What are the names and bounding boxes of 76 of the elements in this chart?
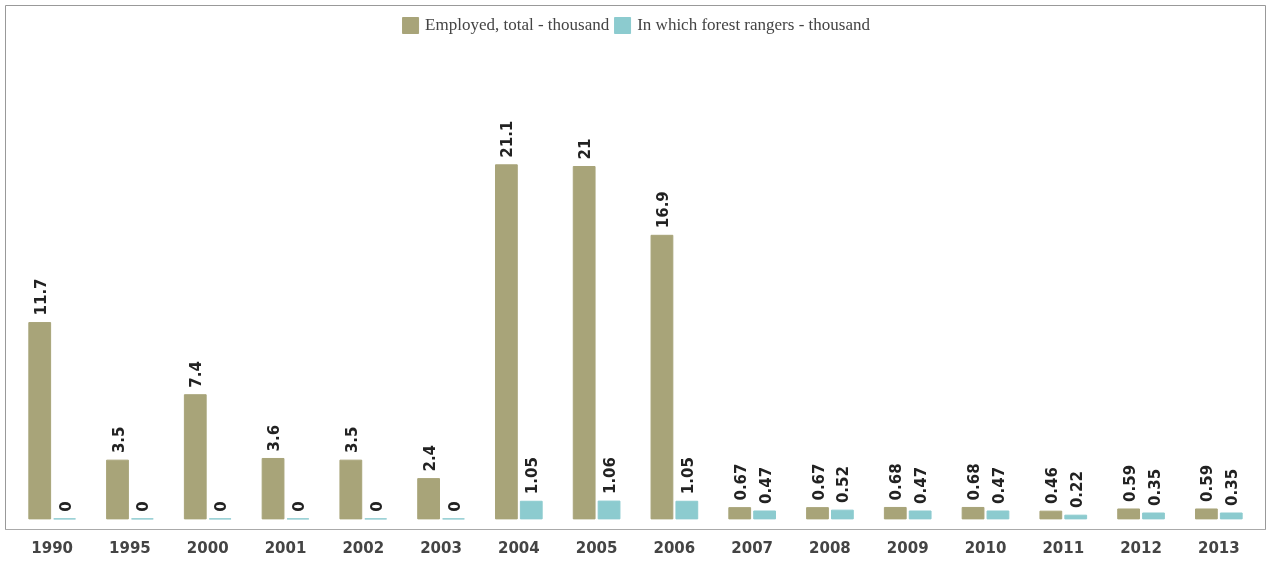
data-label: 3.5	[342, 426, 361, 454]
bar	[28, 322, 52, 520]
x-tick-label: 1990	[31, 538, 74, 557]
x-tick-label: 2008	[809, 538, 851, 557]
data-label: 0.59	[1120, 464, 1139, 502]
bar	[1219, 512, 1243, 520]
data-label: 0.22	[1067, 471, 1086, 509]
data-label: 0	[367, 501, 386, 512]
bar	[650, 234, 674, 520]
bar	[961, 506, 985, 520]
x-tick-label: 1995	[109, 538, 151, 557]
legend-label: Employed, total - thousand	[425, 15, 610, 35]
bar	[1064, 514, 1088, 520]
data-label: 0.35	[1145, 468, 1164, 506]
data-label: 3.5	[109, 426, 128, 454]
bar	[339, 459, 363, 520]
bar	[806, 507, 829, 520]
x-tick-label: 2010	[964, 538, 1007, 557]
x-tick-label: 2000	[186, 538, 229, 557]
bar	[986, 510, 1010, 520]
data-label: 3.6	[265, 424, 284, 452]
data-label: 0.47	[912, 466, 931, 504]
bar	[261, 457, 285, 520]
data-label: 0.35	[1223, 468, 1242, 506]
bar	[831, 509, 854, 520]
bar	[597, 500, 621, 520]
data-label: 1.05	[523, 457, 542, 495]
bar	[572, 166, 596, 520]
data-label: 2.4	[420, 444, 439, 472]
x-tick-label: 2012	[1120, 538, 1162, 557]
data-label: 0.47	[756, 466, 775, 504]
bar	[1039, 510, 1063, 520]
x-tick-label: 2005	[575, 538, 618, 557]
data-label: 0	[56, 501, 75, 512]
data-label: 7.4	[187, 361, 206, 388]
x-tick-label: 2002	[342, 538, 385, 557]
data-label: 0.59	[1198, 464, 1217, 502]
data-label: 16.9	[653, 191, 672, 229]
x-tick-label: 2004	[497, 538, 540, 557]
bar	[753, 510, 776, 520]
bar	[1142, 512, 1165, 520]
data-label: 11.7	[31, 278, 50, 316]
bar	[675, 500, 699, 520]
data-label: 0.47	[989, 466, 1008, 504]
data-label: 1.06	[601, 457, 620, 495]
bar	[1195, 508, 1218, 520]
data-label: 0	[289, 501, 308, 512]
data-label: 0.52	[834, 466, 853, 504]
bar	[495, 164, 518, 520]
bar	[883, 506, 907, 520]
x-tick-label: 2009	[886, 538, 929, 557]
data-label: 0.46	[1042, 467, 1061, 505]
data-label: 21	[576, 138, 595, 160]
bar	[908, 510, 932, 520]
data-label: 0	[445, 501, 464, 512]
data-label: 0	[134, 501, 153, 512]
data-label: 1.05	[678, 457, 697, 495]
bar	[417, 478, 440, 520]
bar	[106, 459, 129, 520]
bar	[1117, 508, 1140, 520]
data-label: 0.67	[731, 463, 750, 501]
bar	[728, 507, 752, 520]
x-tick-label: 2006	[653, 538, 696, 557]
x-tick-label: 2011	[1042, 538, 1085, 557]
legend-label: In which forest rangers - thousand	[637, 15, 870, 35]
x-tick-label: 2003	[420, 538, 462, 557]
data-label: 0	[212, 501, 231, 512]
x-tick-label: 2013	[1197, 538, 1240, 557]
data-label: 0.68	[887, 463, 906, 501]
x-tick-label: 2001	[264, 538, 307, 557]
x-tick-label: 2007	[731, 538, 774, 557]
data-label: 21.1	[498, 120, 517, 158]
bar	[519, 500, 543, 520]
data-label: 0.67	[809, 463, 828, 501]
bar	[183, 394, 207, 520]
data-label: 0.68	[965, 463, 984, 501]
